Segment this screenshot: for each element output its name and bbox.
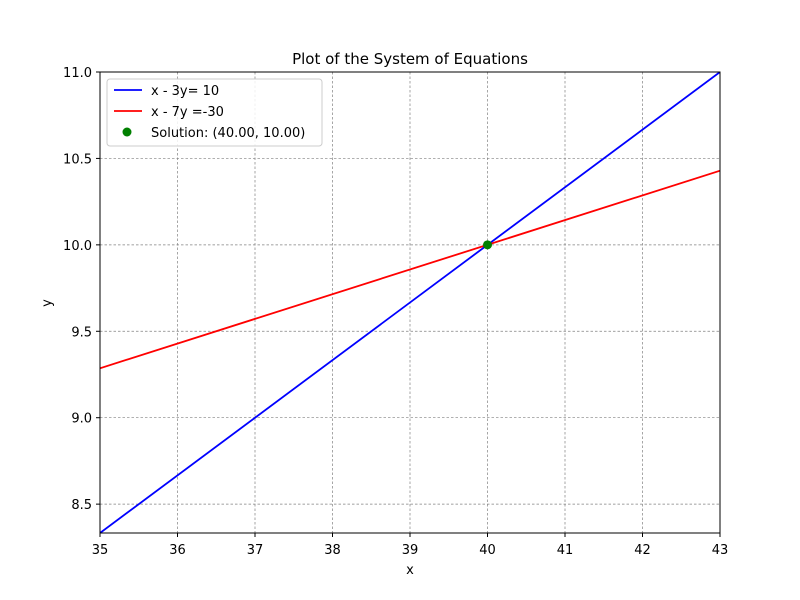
- legend-label: x - 7y =-30: [151, 105, 224, 120]
- legend-label: x - 3y= 10: [151, 84, 219, 99]
- x-tick-label: 36: [169, 543, 186, 558]
- x-tick-label: 41: [557, 543, 574, 558]
- series-line-0: [100, 72, 720, 533]
- y-tick-label: 10.0: [63, 239, 92, 254]
- y-tick-label: 10.5: [63, 152, 92, 167]
- legend-swatch-point: [122, 127, 132, 137]
- y-tick-label: 11.0: [63, 66, 92, 81]
- series-layer: [100, 72, 720, 533]
- x-tick-label: 40: [479, 543, 496, 558]
- y-tick-label: 9.5: [71, 325, 92, 340]
- y-axis-label: y: [40, 299, 55, 307]
- x-axis-label: x: [406, 563, 414, 578]
- x-tick-label: 38: [324, 543, 341, 558]
- legend-label: Solution: (40.00, 10.00): [151, 126, 305, 141]
- x-tick-label: 35: [92, 543, 109, 558]
- chart-title: Plot of the System of Equations: [292, 50, 528, 68]
- x-tick-label: 37: [247, 543, 264, 558]
- x-tick-label: 39: [402, 543, 419, 558]
- axis-ticks: 35 36 37 38 39 40 41 42 43 8.5 9.0 9.5 10.0 10.5 11.0: [63, 66, 728, 558]
- x-tick-label: 43: [712, 543, 729, 558]
- y-tick-label: 9.0: [71, 412, 92, 427]
- y-tick-label: 8.5: [71, 498, 92, 513]
- series-line-1: [100, 169, 720, 370]
- x-tick-label: 42: [634, 543, 651, 558]
- legend-box: [106, 78, 323, 147]
- legend: x - 3y= 10 x - 7y =-30 Solution: (40.00, 1…: [106, 78, 323, 147]
- solution-point: [483, 240, 492, 250]
